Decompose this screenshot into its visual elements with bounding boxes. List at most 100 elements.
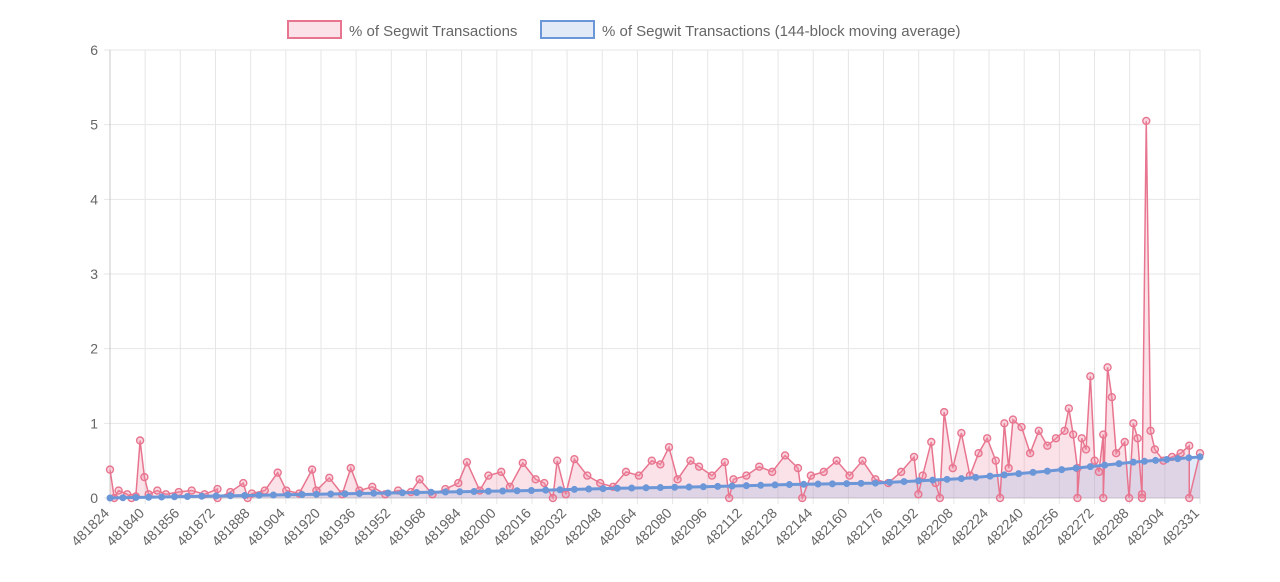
raw-data-point[interactable] xyxy=(707,471,717,480)
average-data-point[interactable] xyxy=(1043,467,1051,475)
raw-data-point[interactable] xyxy=(673,475,682,484)
raw-data-point[interactable] xyxy=(948,463,957,473)
raw-data-point[interactable] xyxy=(819,467,828,477)
average-data-point[interactable] xyxy=(699,483,707,491)
raw-data-point[interactable] xyxy=(995,493,1005,503)
raw-data-point[interactable] xyxy=(720,457,730,467)
raw-data-point[interactable] xyxy=(1129,419,1138,428)
raw-data-point[interactable] xyxy=(1099,493,1108,503)
raw-data-point[interactable] xyxy=(1034,426,1043,435)
average-data-point[interactable] xyxy=(183,493,191,501)
raw-data-point[interactable] xyxy=(686,456,695,465)
raw-data-point[interactable] xyxy=(991,456,1000,465)
legend-label-raw[interactable]: % of Segwit Transactions xyxy=(349,23,517,40)
raw-data-point[interactable] xyxy=(927,437,936,447)
average-data-point[interactable] xyxy=(714,482,722,490)
average-data-point[interactable] xyxy=(886,478,894,486)
raw-data-point[interactable] xyxy=(1124,493,1134,503)
raw-data-point[interactable] xyxy=(531,475,540,484)
legend-swatch-average[interactable] xyxy=(540,20,595,39)
raw-data-point[interactable] xyxy=(1142,116,1151,126)
raw-data-point[interactable] xyxy=(1137,493,1147,503)
raw-data-point[interactable] xyxy=(914,490,923,499)
raw-data-point[interactable] xyxy=(755,462,764,471)
average-data-point[interactable] xyxy=(370,489,378,497)
average-data-point[interactable] xyxy=(226,492,234,500)
raw-data-point[interactable] xyxy=(114,486,123,495)
average-data-point[interactable] xyxy=(1086,463,1094,471)
raw-data-point[interactable] xyxy=(729,475,738,484)
average-data-point[interactable] xyxy=(570,485,578,493)
raw-data-point[interactable] xyxy=(1103,363,1112,372)
average-data-point[interactable] xyxy=(269,491,277,499)
average-data-point[interactable] xyxy=(384,489,392,497)
raw-data-point[interactable] xyxy=(982,434,992,443)
raw-data-point[interactable] xyxy=(368,482,377,491)
raw-data-point[interactable] xyxy=(140,472,149,482)
raw-data-point[interactable] xyxy=(798,493,807,503)
average-data-point[interactable] xyxy=(1196,453,1204,461)
raw-data-point[interactable] xyxy=(724,493,734,503)
average-data-point[interactable] xyxy=(556,486,564,494)
average-data-point[interactable] xyxy=(1072,464,1080,472)
raw-data-point[interactable] xyxy=(273,468,282,477)
raw-data-point[interactable] xyxy=(1060,426,1069,435)
raw-data-point[interactable] xyxy=(1086,372,1095,381)
average-data-point[interactable] xyxy=(642,484,650,492)
average-data-point[interactable] xyxy=(312,490,320,498)
raw-data-point[interactable] xyxy=(780,451,790,460)
average-data-point[interactable] xyxy=(972,473,980,481)
raw-data-point[interactable] xyxy=(656,460,665,469)
raw-data-point[interactable] xyxy=(694,462,704,471)
average-data-point[interactable] xyxy=(871,479,879,487)
average-data-point[interactable] xyxy=(170,493,178,501)
raw-data-point[interactable] xyxy=(767,467,777,477)
raw-data-point[interactable] xyxy=(858,456,867,465)
average-data-point[interactable] xyxy=(742,482,750,490)
average-data-point[interactable] xyxy=(1058,466,1066,474)
average-data-point[interactable] xyxy=(1129,458,1137,466)
average-data-point[interactable] xyxy=(542,486,550,494)
raw-data-point[interactable] xyxy=(1185,493,1194,503)
raw-data-point[interactable] xyxy=(1133,434,1142,443)
average-data-point[interactable] xyxy=(671,483,679,491)
average-data-point[interactable] xyxy=(1163,456,1171,464)
raw-data-point[interactable] xyxy=(462,457,472,467)
raw-data-point[interactable] xyxy=(1043,441,1052,450)
average-data-point[interactable] xyxy=(857,479,865,487)
raw-data-point[interactable] xyxy=(153,486,162,495)
raw-data-point[interactable] xyxy=(548,493,558,503)
average-data-point[interactable] xyxy=(1015,470,1023,478)
raw-data-point[interactable] xyxy=(909,452,919,462)
average-data-point[interactable] xyxy=(298,491,306,499)
raw-data-point[interactable] xyxy=(664,443,674,452)
raw-data-point[interactable] xyxy=(793,463,803,473)
average-data-point[interactable] xyxy=(513,487,521,495)
raw-data-point[interactable] xyxy=(518,458,527,468)
average-data-point[interactable] xyxy=(757,481,765,489)
raw-data-point[interactable] xyxy=(806,471,816,480)
average-data-point[interactable] xyxy=(198,492,206,500)
raw-data-point[interactable] xyxy=(1068,430,1078,439)
raw-data-point[interactable] xyxy=(1004,463,1013,473)
average-data-point[interactable] xyxy=(599,485,607,493)
average-data-point[interactable] xyxy=(341,490,349,498)
raw-data-point[interactable] xyxy=(454,478,463,488)
raw-data-point[interactable] xyxy=(583,471,592,480)
raw-data-point[interactable] xyxy=(1120,437,1129,447)
average-data-point[interactable] xyxy=(943,475,951,483)
average-data-point[interactable] xyxy=(1152,456,1160,464)
raw-data-point[interactable] xyxy=(896,467,906,477)
average-data-point[interactable] xyxy=(656,484,664,492)
average-data-point[interactable] xyxy=(527,487,535,495)
raw-data-point[interactable] xyxy=(918,471,927,480)
average-data-point[interactable] xyxy=(685,483,693,491)
average-data-point[interactable] xyxy=(914,477,922,485)
raw-data-point[interactable] xyxy=(1008,415,1018,424)
average-data-point[interactable] xyxy=(900,478,908,486)
raw-data-point[interactable] xyxy=(1146,426,1155,435)
average-data-point[interactable] xyxy=(284,491,292,499)
average-data-point[interactable] xyxy=(828,480,836,488)
raw-data-point[interactable] xyxy=(213,484,222,494)
average-data-point[interactable] xyxy=(499,487,507,495)
